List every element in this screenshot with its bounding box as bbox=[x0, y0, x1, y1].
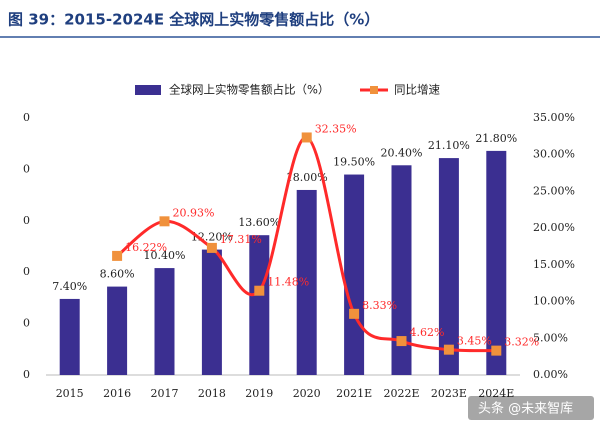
y2-tick-label: 20.00% bbox=[533, 221, 575, 234]
bar bbox=[391, 165, 412, 375]
y-tick-label: 0 bbox=[23, 317, 30, 330]
y-tick-label: 0 bbox=[23, 214, 30, 227]
line-marker bbox=[443, 344, 454, 355]
y2-tick-label: 30.00% bbox=[533, 148, 575, 161]
bar-value-label: 20.40% bbox=[381, 146, 423, 159]
line-value-label: 16.22% bbox=[125, 241, 167, 254]
line-marker bbox=[349, 308, 360, 319]
watermark-bg bbox=[468, 396, 594, 420]
x-tick-label: 2017 bbox=[151, 387, 179, 400]
bar bbox=[296, 189, 317, 375]
line-marker bbox=[301, 132, 312, 143]
y-tick-label: 0 bbox=[23, 368, 30, 381]
y2-tick-label: 25.00% bbox=[533, 184, 575, 197]
line-value-label: 32.35% bbox=[315, 122, 357, 135]
x-tick-label: 2018 bbox=[198, 387, 226, 400]
bar bbox=[249, 235, 270, 375]
line-value-label: 3.32% bbox=[504, 336, 539, 349]
bar bbox=[107, 286, 128, 375]
bar-value-label: 21.80% bbox=[475, 132, 517, 145]
line-marker bbox=[206, 242, 217, 253]
line-value-label: 11.48% bbox=[267, 276, 309, 289]
line-value-label: 3.45% bbox=[457, 335, 492, 348]
line-value-label: 4.62% bbox=[410, 326, 445, 339]
bar-value-label: 21.10% bbox=[428, 139, 470, 152]
line-marker bbox=[112, 250, 123, 261]
line-value-label: 17.31% bbox=[220, 233, 262, 246]
x-tick-label: 2020 bbox=[293, 387, 321, 400]
line-marker bbox=[491, 345, 502, 356]
legend-label: 全球网上实物零售额占比（%） bbox=[169, 83, 329, 97]
legend-swatch bbox=[135, 85, 161, 95]
x-tick-label: 2022E bbox=[383, 387, 419, 400]
bar bbox=[59, 298, 80, 375]
y2-tick-label: 35.00% bbox=[533, 111, 575, 124]
line-value-label: 8.33% bbox=[362, 299, 397, 312]
y2-tick-label: 5.00% bbox=[533, 331, 568, 344]
bar-value-label: 18.00% bbox=[286, 171, 328, 184]
x-tick-label: 2021E bbox=[336, 387, 372, 400]
y-tick-label: 0 bbox=[23, 265, 30, 278]
x-tick-label: 2016 bbox=[103, 387, 131, 400]
bar-value-label: 10.40% bbox=[144, 249, 186, 262]
bar-value-label: 13.60% bbox=[238, 216, 280, 229]
y-tick-label: 0 bbox=[23, 162, 30, 175]
line-marker bbox=[396, 336, 407, 347]
bar-value-label: 7.40% bbox=[52, 280, 87, 293]
y2-tick-label: 15.00% bbox=[533, 258, 575, 271]
line-value-label: 20.93% bbox=[173, 206, 215, 219]
x-tick-label: 2019 bbox=[245, 387, 273, 400]
bar bbox=[201, 249, 222, 375]
bar-value-label: 8.60% bbox=[100, 268, 135, 281]
bar bbox=[344, 174, 365, 375]
chart-title: 图 39：2015-2024E 全球网上实物零售额占比（%） bbox=[8, 11, 379, 29]
bar bbox=[438, 158, 459, 375]
bar-value-label: 19.50% bbox=[333, 156, 375, 169]
legend-label: 同比增速 bbox=[394, 83, 440, 97]
y2-tick-label: 0.00% bbox=[533, 368, 568, 381]
x-tick-label: 2015 bbox=[56, 387, 84, 400]
y-tick-label: 0 bbox=[23, 111, 30, 124]
legend-swatch bbox=[370, 86, 378, 94]
line-marker bbox=[159, 216, 170, 227]
watermark: 头条 @未来智库 bbox=[478, 401, 573, 417]
bar bbox=[486, 150, 507, 375]
bar bbox=[154, 268, 175, 375]
y2-tick-label: 10.00% bbox=[533, 295, 575, 308]
line-marker bbox=[254, 285, 265, 296]
x-tick-label: 2024E bbox=[478, 387, 514, 400]
x-tick-label: 2023E bbox=[431, 387, 467, 400]
